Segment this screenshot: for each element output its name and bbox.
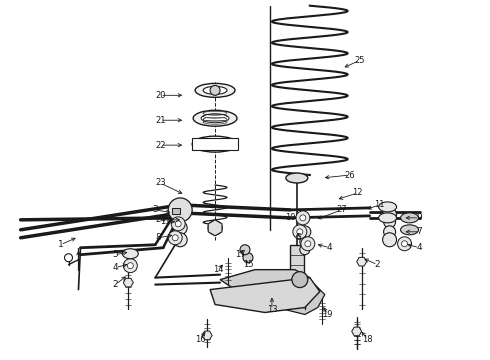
Circle shape <box>383 233 396 247</box>
Text: 24: 24 <box>155 215 166 224</box>
Circle shape <box>305 241 311 247</box>
Ellipse shape <box>203 86 227 94</box>
Text: 16: 16 <box>195 335 205 344</box>
Circle shape <box>208 221 222 235</box>
Text: 4: 4 <box>416 243 422 252</box>
Text: 23: 23 <box>155 179 166 188</box>
Ellipse shape <box>199 139 231 149</box>
Ellipse shape <box>195 84 235 97</box>
Text: 13: 13 <box>267 305 277 314</box>
Circle shape <box>65 254 73 262</box>
Text: 20: 20 <box>155 91 166 100</box>
Ellipse shape <box>400 213 418 223</box>
Text: 3: 3 <box>152 206 158 215</box>
Text: 9: 9 <box>416 213 422 222</box>
Circle shape <box>173 221 187 235</box>
FancyBboxPatch shape <box>192 138 238 150</box>
Polygon shape <box>210 278 320 312</box>
Polygon shape <box>220 270 310 293</box>
Circle shape <box>293 225 307 239</box>
Ellipse shape <box>193 110 237 126</box>
Text: 14: 14 <box>213 265 223 274</box>
Text: 22: 22 <box>155 141 166 150</box>
Circle shape <box>300 245 310 255</box>
Circle shape <box>296 211 310 225</box>
Text: 17: 17 <box>235 250 245 259</box>
Text: 11: 11 <box>374 201 385 210</box>
Text: 11: 11 <box>160 217 171 226</box>
Ellipse shape <box>192 136 238 152</box>
Circle shape <box>384 216 395 228</box>
Circle shape <box>383 208 396 222</box>
Text: 5: 5 <box>113 250 118 259</box>
Ellipse shape <box>286 173 308 183</box>
Ellipse shape <box>379 213 396 223</box>
Circle shape <box>123 259 137 273</box>
Circle shape <box>243 253 253 263</box>
Text: 27: 27 <box>337 206 347 215</box>
Circle shape <box>297 229 303 235</box>
FancyBboxPatch shape <box>290 245 304 285</box>
Text: 8: 8 <box>155 233 161 242</box>
Text: 21: 21 <box>155 116 166 125</box>
Circle shape <box>300 215 306 221</box>
Polygon shape <box>278 285 325 315</box>
Text: 26: 26 <box>344 171 355 180</box>
Ellipse shape <box>400 225 418 235</box>
Circle shape <box>173 233 187 247</box>
Circle shape <box>172 235 178 241</box>
Text: 25: 25 <box>354 56 365 65</box>
Circle shape <box>301 237 315 251</box>
Circle shape <box>300 237 310 247</box>
Circle shape <box>384 226 395 238</box>
Text: 19: 19 <box>322 310 333 319</box>
Ellipse shape <box>201 114 229 123</box>
Text: 2: 2 <box>113 280 118 289</box>
Circle shape <box>175 221 181 227</box>
Text: 6: 6 <box>295 233 301 242</box>
Circle shape <box>168 231 182 245</box>
Text: 1: 1 <box>58 240 63 249</box>
Text: 4: 4 <box>113 263 118 272</box>
Text: 12: 12 <box>352 188 363 197</box>
Circle shape <box>127 263 133 269</box>
Circle shape <box>171 217 185 231</box>
Ellipse shape <box>122 249 138 259</box>
Text: 7: 7 <box>416 227 422 236</box>
Circle shape <box>210 85 220 95</box>
Circle shape <box>168 198 192 222</box>
Polygon shape <box>172 208 180 214</box>
Circle shape <box>401 241 408 247</box>
Circle shape <box>299 226 311 238</box>
Text: 2: 2 <box>375 260 380 269</box>
Text: 18: 18 <box>362 335 373 344</box>
Text: 10: 10 <box>285 213 295 222</box>
Ellipse shape <box>379 202 396 212</box>
Circle shape <box>397 237 412 251</box>
Circle shape <box>240 245 250 255</box>
Circle shape <box>292 272 308 288</box>
Text: 15: 15 <box>243 260 253 269</box>
Text: 4: 4 <box>327 243 333 252</box>
